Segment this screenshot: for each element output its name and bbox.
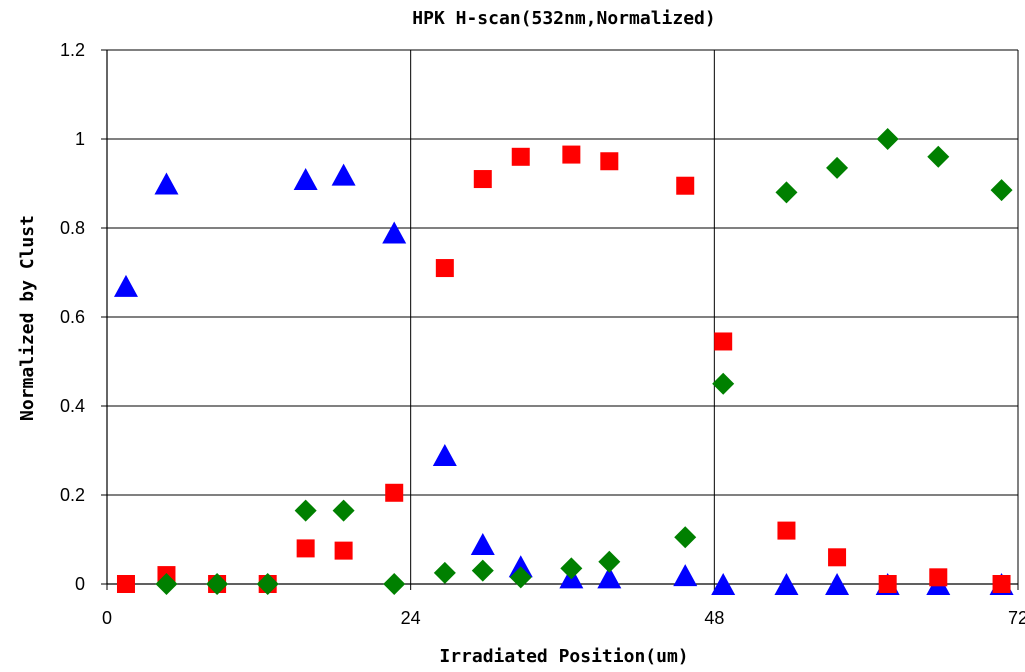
- diamond-point: [471, 559, 494, 582]
- triangle-point: [508, 555, 533, 578]
- y-axis-label: Normalized by Clust: [17, 215, 38, 421]
- x-tick-label: 24: [401, 608, 421, 628]
- y-tick-label: 0: [75, 574, 85, 594]
- square-point: [334, 541, 353, 560]
- square-point: [600, 152, 619, 171]
- diamond-point: [598, 550, 621, 573]
- tick-labels: 0 0.2 0.4 0.6 0.8 1 1.2 0 24 48 72: [60, 40, 1025, 628]
- diamond-point: [712, 372, 735, 395]
- triangle-point: [597, 566, 622, 589]
- square-point: [828, 548, 847, 567]
- y-tick-label: 1: [75, 129, 85, 149]
- x-tick-label: 0: [102, 608, 112, 628]
- square-point: [714, 332, 733, 351]
- square-point: [929, 568, 948, 587]
- square-point: [296, 539, 315, 558]
- diamond-point: [927, 145, 950, 168]
- square-point: [435, 259, 454, 278]
- diamond-point: [775, 181, 798, 204]
- triangle-point: [293, 168, 318, 191]
- diamond-point: [155, 573, 178, 595]
- diamond-point: [560, 557, 583, 580]
- square-point: [116, 575, 135, 593]
- triangle-point: [154, 172, 179, 195]
- data-points: [113, 128, 1014, 595]
- diamond-point: [509, 566, 532, 589]
- diamond-point: [294, 499, 317, 522]
- diamond-point: [433, 561, 456, 584]
- x-tick-label: 72: [1008, 608, 1025, 628]
- triangle-point: [711, 573, 736, 595]
- square-point: [992, 575, 1011, 593]
- diamond-point: [990, 179, 1013, 202]
- diamond-point: [383, 573, 406, 595]
- y-tick-label: 0.2: [60, 485, 85, 505]
- triangle-point: [470, 532, 495, 555]
- diamond-point: [256, 573, 279, 595]
- triangle-point: [774, 573, 799, 595]
- y-tick-label: 0.4: [60, 396, 85, 416]
- square-point: [777, 521, 796, 540]
- x-tick-label: 48: [704, 608, 724, 628]
- triangle-point: [113, 274, 138, 297]
- x-axis-label: Irradiated Position(um): [439, 646, 688, 667]
- y-tick-label: 0.8: [60, 218, 85, 238]
- diamond-point: [876, 128, 899, 150]
- diamond-point: [826, 156, 849, 179]
- triangle-point: [673, 564, 698, 587]
- triangle-point: [825, 573, 850, 595]
- triangle-point: [432, 443, 457, 466]
- diamond-point: [206, 573, 229, 595]
- diamond-point: [332, 499, 355, 522]
- square-point: [473, 170, 492, 189]
- grid: [107, 49, 1019, 584]
- y-tick-label: 1.2: [60, 40, 85, 60]
- y-tick-label: 0.6: [60, 307, 85, 327]
- square-point: [878, 575, 897, 593]
- square-point: [676, 176, 695, 195]
- triangle-point: [331, 163, 356, 186]
- square-point: [562, 145, 581, 164]
- diamond-point: [674, 526, 697, 549]
- square-point: [385, 483, 404, 502]
- triangle-point: [382, 221, 407, 244]
- chart-title: HPK H-scan(532nm,Normalized): [412, 8, 715, 29]
- square-point: [511, 147, 530, 166]
